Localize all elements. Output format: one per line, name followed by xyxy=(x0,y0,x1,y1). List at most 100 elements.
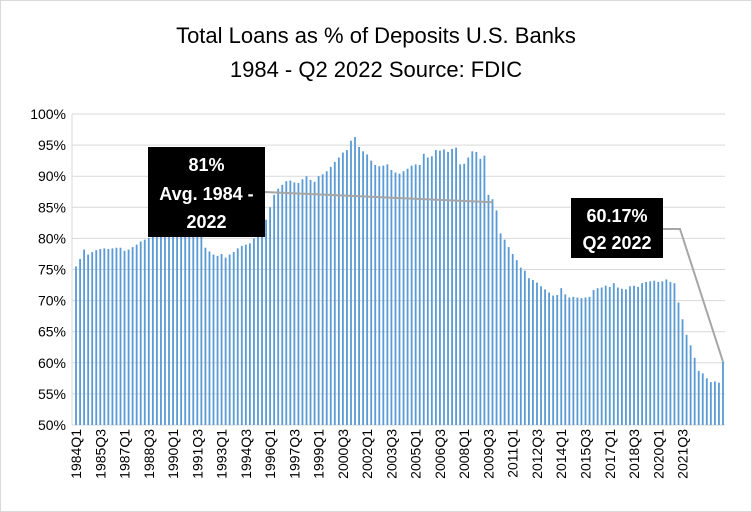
bar xyxy=(406,168,409,426)
x-tick-label: 2005Q1 xyxy=(408,429,424,479)
average-callout: 81% Avg. 1984 - 2022 xyxy=(148,147,265,237)
bar xyxy=(244,244,247,425)
bar xyxy=(430,156,433,426)
bar xyxy=(665,279,668,425)
bar xyxy=(196,230,199,425)
bar xyxy=(301,179,304,425)
bar xyxy=(257,232,259,425)
x-tick-label: 1984Q1 xyxy=(68,429,84,479)
bar xyxy=(511,253,514,425)
bar xyxy=(374,165,377,425)
bar xyxy=(321,174,324,425)
bar xyxy=(91,252,94,425)
y-tick-label: 50% xyxy=(38,417,66,433)
bar xyxy=(422,153,425,425)
bar xyxy=(588,296,591,425)
x-tick-label: 1997Q3 xyxy=(286,429,302,479)
bar xyxy=(135,244,138,425)
bar xyxy=(685,334,688,425)
bar xyxy=(604,285,607,425)
bar xyxy=(487,194,490,425)
bar xyxy=(499,233,502,425)
bar xyxy=(544,289,546,425)
bar xyxy=(208,251,211,425)
bar xyxy=(718,382,720,425)
bar xyxy=(673,283,676,425)
y-tick-label: 55% xyxy=(38,386,66,402)
latest-callout: 60.17% Q2 2022 xyxy=(571,198,663,258)
bar xyxy=(285,181,288,425)
bar xyxy=(111,248,114,425)
bar xyxy=(329,166,332,425)
average-leader-line xyxy=(264,191,493,204)
x-tick-label: 2018Q3 xyxy=(626,429,642,479)
bar xyxy=(447,151,449,425)
latest-callout-value: 60.17% xyxy=(586,206,647,226)
bar xyxy=(556,295,559,425)
bar xyxy=(616,287,619,425)
bar xyxy=(475,151,478,425)
x-tick-label: 2014Q1 xyxy=(553,429,569,479)
y-tick-label: 95% xyxy=(38,137,66,153)
bar xyxy=(220,253,223,425)
bar xyxy=(99,248,102,425)
bar xyxy=(471,151,474,425)
bar xyxy=(572,296,575,425)
bar xyxy=(394,172,397,425)
bar xyxy=(677,302,680,425)
bar xyxy=(188,228,191,425)
bar xyxy=(180,228,183,425)
bar xyxy=(216,255,219,425)
bar xyxy=(564,294,567,425)
bar xyxy=(325,171,328,425)
bar xyxy=(236,248,239,425)
bar xyxy=(107,248,110,425)
bar xyxy=(722,361,724,425)
bar xyxy=(620,288,623,425)
x-tick-label: 1999Q1 xyxy=(311,429,327,479)
bar xyxy=(467,157,470,426)
x-tick-label: 2008Q1 xyxy=(456,429,472,479)
bar xyxy=(527,278,530,425)
bar xyxy=(669,281,672,425)
bar xyxy=(248,243,251,425)
x-tick-label: 2000Q3 xyxy=(335,429,351,479)
bar xyxy=(119,247,122,425)
bar xyxy=(79,258,81,425)
bar xyxy=(168,230,170,425)
y-tick-label: 75% xyxy=(38,262,66,278)
bar xyxy=(633,285,635,425)
bar xyxy=(293,182,296,425)
bar xyxy=(204,247,207,425)
bar xyxy=(548,292,551,425)
bar xyxy=(200,234,203,425)
bar xyxy=(289,180,292,425)
bar xyxy=(390,169,393,425)
x-tick-label: 2002Q1 xyxy=(359,429,375,479)
bar xyxy=(515,260,518,425)
x-tick-label: 1996Q1 xyxy=(262,429,278,479)
y-tick-label: 65% xyxy=(38,324,66,340)
bar xyxy=(358,146,360,425)
latest-leader-line xyxy=(663,228,724,363)
x-tick-label: 2012Q3 xyxy=(529,429,545,479)
bar xyxy=(87,254,90,425)
bar xyxy=(184,227,187,425)
bar xyxy=(382,165,385,425)
x-axis-tick-labels: 1984Q1 1985Q3 1987Q1 1988Q3 1990Q1 1991Q3 1993… xyxy=(68,429,691,479)
bar xyxy=(155,235,158,425)
x-tick-label: 1994Q3 xyxy=(238,429,254,479)
bar xyxy=(459,164,462,425)
bar xyxy=(232,252,235,425)
bar xyxy=(309,179,312,425)
bar xyxy=(172,229,174,425)
bar xyxy=(341,152,344,425)
bar xyxy=(637,286,639,425)
x-tick-label: 2015Q3 xyxy=(578,429,594,479)
latest-callout-label: Q2 2022 xyxy=(582,233,651,253)
average-callout-box xyxy=(148,147,265,237)
bar xyxy=(410,165,413,425)
bar xyxy=(596,288,599,425)
bar xyxy=(277,188,280,425)
